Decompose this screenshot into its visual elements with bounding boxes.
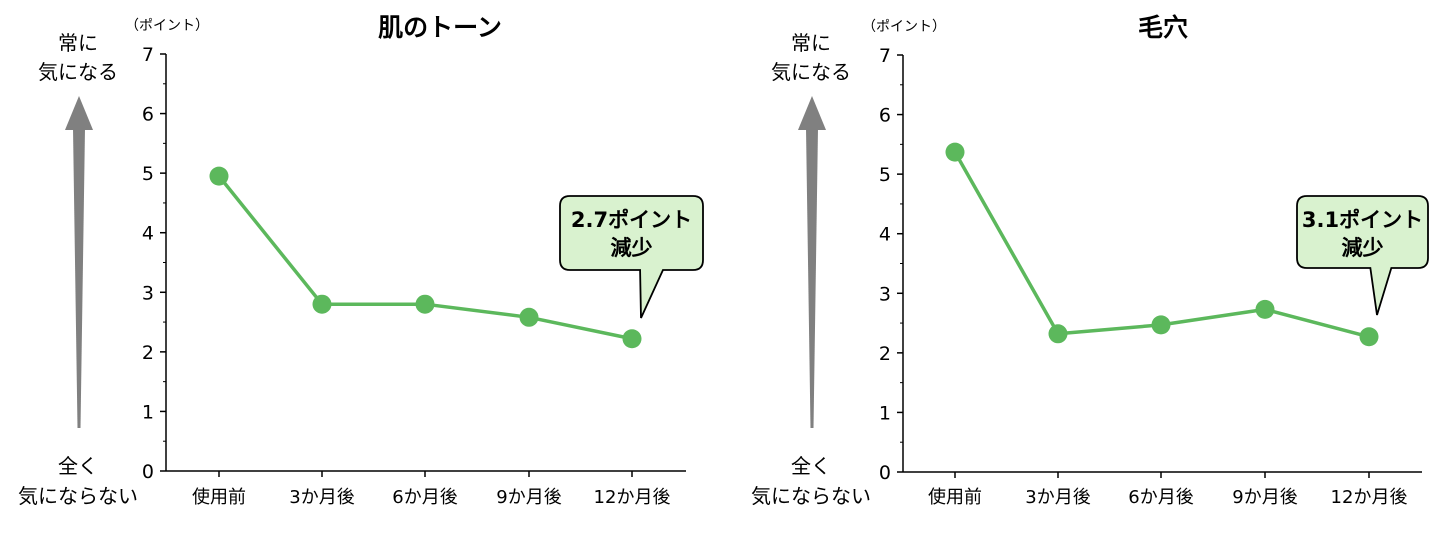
y-tick-label: 0	[879, 462, 891, 484]
arrow-shaft	[73, 128, 85, 428]
data-point	[945, 142, 965, 162]
y-tick-label: 2	[879, 343, 891, 365]
chart-2: 毛穴 （ポイント） 0 1 2 3 4 5 6 7 使用前 3か月後 6か月後 9か月後 12か月後 常に気に…	[751, 13, 1429, 508]
data-point	[1151, 315, 1171, 335]
y-tick-label: 4	[142, 223, 154, 245]
x-tick-label: 12か月後	[1331, 487, 1408, 508]
axis-top-label-line1: 常に	[791, 31, 831, 55]
y-tick-label: 7	[142, 44, 154, 66]
unit-label: （ポイント）	[125, 18, 209, 34]
y-tick-label: 7	[879, 45, 891, 67]
data-point	[415, 294, 435, 314]
axis-top-label-line2: 気になる	[38, 60, 118, 84]
y-tick-label: 3	[879, 283, 891, 305]
x-tick-label: 9か月後	[496, 487, 561, 508]
x-tick-label: 12か月後	[594, 487, 671, 508]
axis-top-label-line1: 常に	[58, 31, 98, 55]
x-tick-label: 使用前	[928, 487, 982, 508]
y-tick-label: 1	[879, 402, 891, 424]
callout-text-line2: 減少	[611, 236, 653, 260]
callout-bubble	[559, 195, 704, 319]
arrow-shaft	[806, 128, 818, 428]
chart-title: 肌のトーン	[378, 13, 502, 42]
x-tick-label: 3か月後	[289, 487, 354, 508]
y-tick-label: 1	[142, 401, 154, 423]
axis-top-label-line2: 気になる	[771, 60, 851, 84]
y-tick-label: 4	[879, 224, 891, 246]
callout-text-line1: 2.7ポイント	[571, 208, 692, 232]
arrow-head	[798, 96, 826, 130]
axis-bottom-label-line1: 全く	[791, 454, 831, 478]
x-tick-label: 9か月後	[1232, 487, 1297, 508]
x-tick-label: 使用前	[192, 487, 246, 508]
callout-bubble	[1296, 195, 1429, 316]
chart-title: 毛穴	[1138, 13, 1188, 42]
x-tick-label: 3か月後	[1025, 487, 1090, 508]
axis-bottom-label-line2: 気にならない	[751, 484, 871, 508]
y-tick-label: 5	[879, 164, 891, 186]
data-point	[312, 294, 332, 314]
y-tick-label: 6	[142, 104, 154, 126]
callout-text-line2: 減少	[1342, 236, 1384, 260]
y-tick-label: 6	[879, 105, 891, 127]
x-tick-label: 6か月後	[1128, 487, 1193, 508]
data-point	[209, 166, 229, 186]
y-tick-label: 0	[142, 461, 154, 483]
axis-bottom-label-line2: 気にならない	[18, 484, 138, 508]
x-tick-label: 6か月後	[392, 487, 457, 508]
y-tick-label: 2	[142, 342, 154, 364]
data-point	[519, 307, 539, 327]
data-point	[1359, 327, 1379, 347]
data-point	[1255, 299, 1275, 319]
axis-bottom-label-line1: 全く	[58, 454, 98, 478]
chart-1: 肌のトーン （ポイント） 0 1 2 3 4 5 6 7 使用前 3か月後 6か月後 9か月後 12か月後 常…	[18, 13, 704, 508]
callout-text-line1: 3.1ポイント	[1302, 208, 1423, 232]
y-tick-label: 3	[142, 282, 154, 304]
unit-label: （ポイント）	[862, 19, 946, 35]
data-point	[622, 329, 642, 349]
data-point	[1048, 324, 1068, 344]
y-tick-label: 5	[142, 163, 154, 185]
arrow-head	[65, 96, 93, 130]
